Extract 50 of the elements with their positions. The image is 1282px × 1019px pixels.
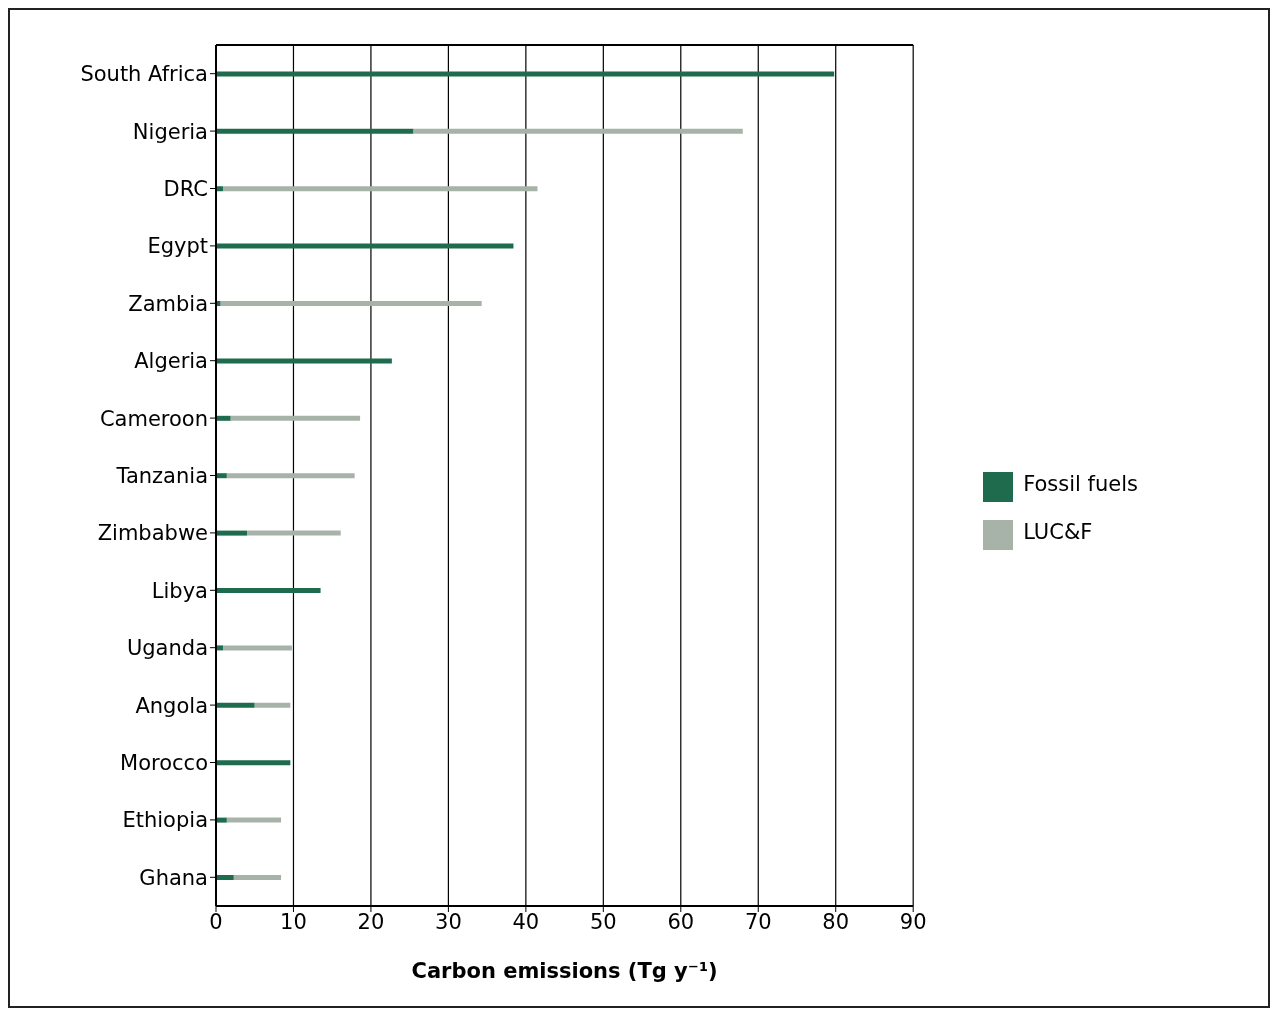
y-tick-label: Angola xyxy=(135,693,208,718)
y-tick-label: Ethiopia xyxy=(122,808,208,833)
bar xyxy=(216,588,321,593)
bar xyxy=(222,186,538,192)
y-tick-label: Morocco xyxy=(120,750,208,775)
bar xyxy=(216,128,414,134)
bar xyxy=(216,415,231,421)
bar xyxy=(222,645,292,651)
bar xyxy=(233,875,282,880)
bar xyxy=(226,473,355,479)
x-tick-label: 90 xyxy=(899,909,927,934)
y-tick-label: South Africa xyxy=(80,62,208,87)
legend-label: Fossil fuels xyxy=(1023,472,1138,496)
y-tick-label: Uganda xyxy=(126,636,208,661)
x-tick-label: 30 xyxy=(435,909,462,934)
x-tick-label: 50 xyxy=(589,909,617,934)
bar xyxy=(254,702,291,708)
bar xyxy=(216,530,247,536)
bar xyxy=(246,530,341,536)
bar xyxy=(216,473,227,479)
bar xyxy=(216,702,255,708)
y-tick-label: Zimbabwe xyxy=(97,521,208,546)
x-tick-label: 0 xyxy=(209,909,223,934)
x-tick-label: 60 xyxy=(667,909,695,934)
bar xyxy=(216,71,835,77)
y-tick-label: Cameroon xyxy=(99,406,208,431)
x-tick-label: 40 xyxy=(512,909,540,934)
y-tick-label: Ghana xyxy=(139,865,208,890)
bar xyxy=(413,128,743,134)
y-tick-label: Algeria xyxy=(134,349,208,374)
x-tick-label: 70 xyxy=(744,909,772,934)
x-tick-label: 10 xyxy=(280,909,307,934)
y-tick-label: Egypt xyxy=(147,234,208,259)
bar xyxy=(230,415,361,421)
x-axis-title: Carbon emissions (Tg y⁻¹) xyxy=(411,959,718,983)
bar xyxy=(216,817,227,823)
x-tick-label: 80 xyxy=(822,909,850,934)
bar xyxy=(220,301,482,306)
x-tick-label: 20 xyxy=(357,909,385,934)
legend-label: LUC&F xyxy=(1023,520,1093,544)
bar xyxy=(216,358,392,364)
bar xyxy=(216,875,234,880)
y-tick-label: Libya xyxy=(151,578,208,603)
bar xyxy=(226,817,282,823)
bar xyxy=(216,243,514,249)
y-tick-label: Zambia xyxy=(128,291,208,316)
y-tick-label: DRC xyxy=(163,176,208,201)
bar xyxy=(216,760,291,766)
y-tick-label: Tanzania xyxy=(115,463,208,488)
y-tick-label: Nigeria xyxy=(132,119,208,144)
